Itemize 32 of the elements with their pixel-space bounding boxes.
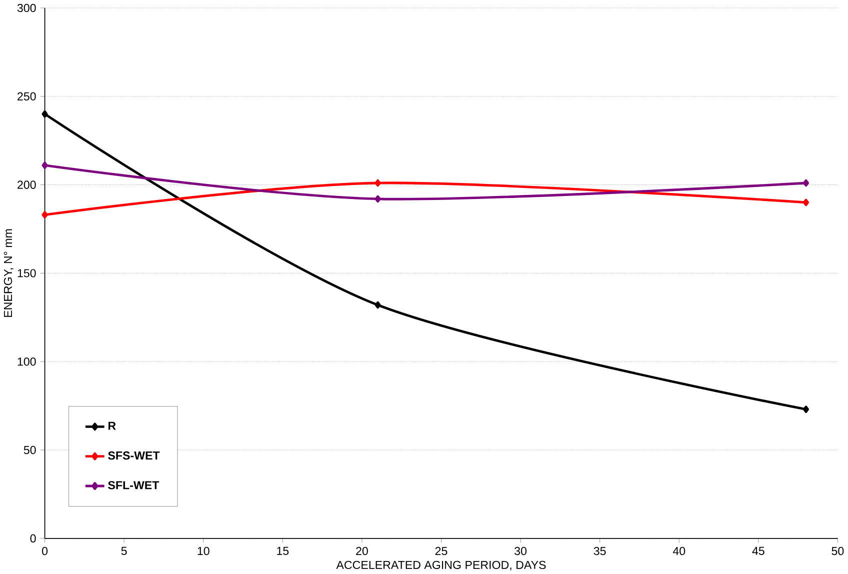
x-tick-label: 35 [594, 546, 606, 555]
legend-label: SFL-WET [108, 480, 160, 490]
x-tick-label: 0 [42, 546, 48, 555]
x-tick-label: 5 [121, 546, 127, 555]
x-axis-title: ACCELERATED AGING PERIOD, DAYS [336, 560, 546, 570]
legend-label: R [108, 422, 116, 430]
y-tick-label: 250 [18, 92, 36, 100]
point [374, 301, 381, 309]
legend-label: SFS-WET [108, 451, 160, 460]
point [802, 406, 810, 413]
y-tick-label: 50 [24, 446, 36, 454]
point [374, 195, 381, 202]
x-tick-label: 20 [356, 546, 368, 555]
point [802, 179, 810, 187]
x-tick-label: 30 [514, 546, 527, 555]
y-tick-label: 100 [18, 357, 36, 366]
y-tick-label: 200 [18, 180, 36, 189]
x-tick-label: 15 [277, 546, 289, 555]
point [802, 198, 810, 206]
x-tick-label: 10 [198, 546, 210, 555]
point [42, 110, 48, 118]
point [42, 211, 48, 218]
y-tick-label: 300 [17, 4, 36, 12]
y-axis-title: ENERGY, N° mm [4, 229, 14, 317]
point [374, 179, 381, 187]
x-tick-label: 45 [752, 546, 764, 555]
point [42, 162, 48, 169]
x-tick-label: 25 [435, 546, 448, 555]
x-tick-label: 50 [832, 546, 844, 555]
x-tick-label: 40 [672, 546, 686, 555]
y-tick-label: 150 [18, 268, 36, 278]
y-tick-label: 0 [30, 534, 36, 542]
